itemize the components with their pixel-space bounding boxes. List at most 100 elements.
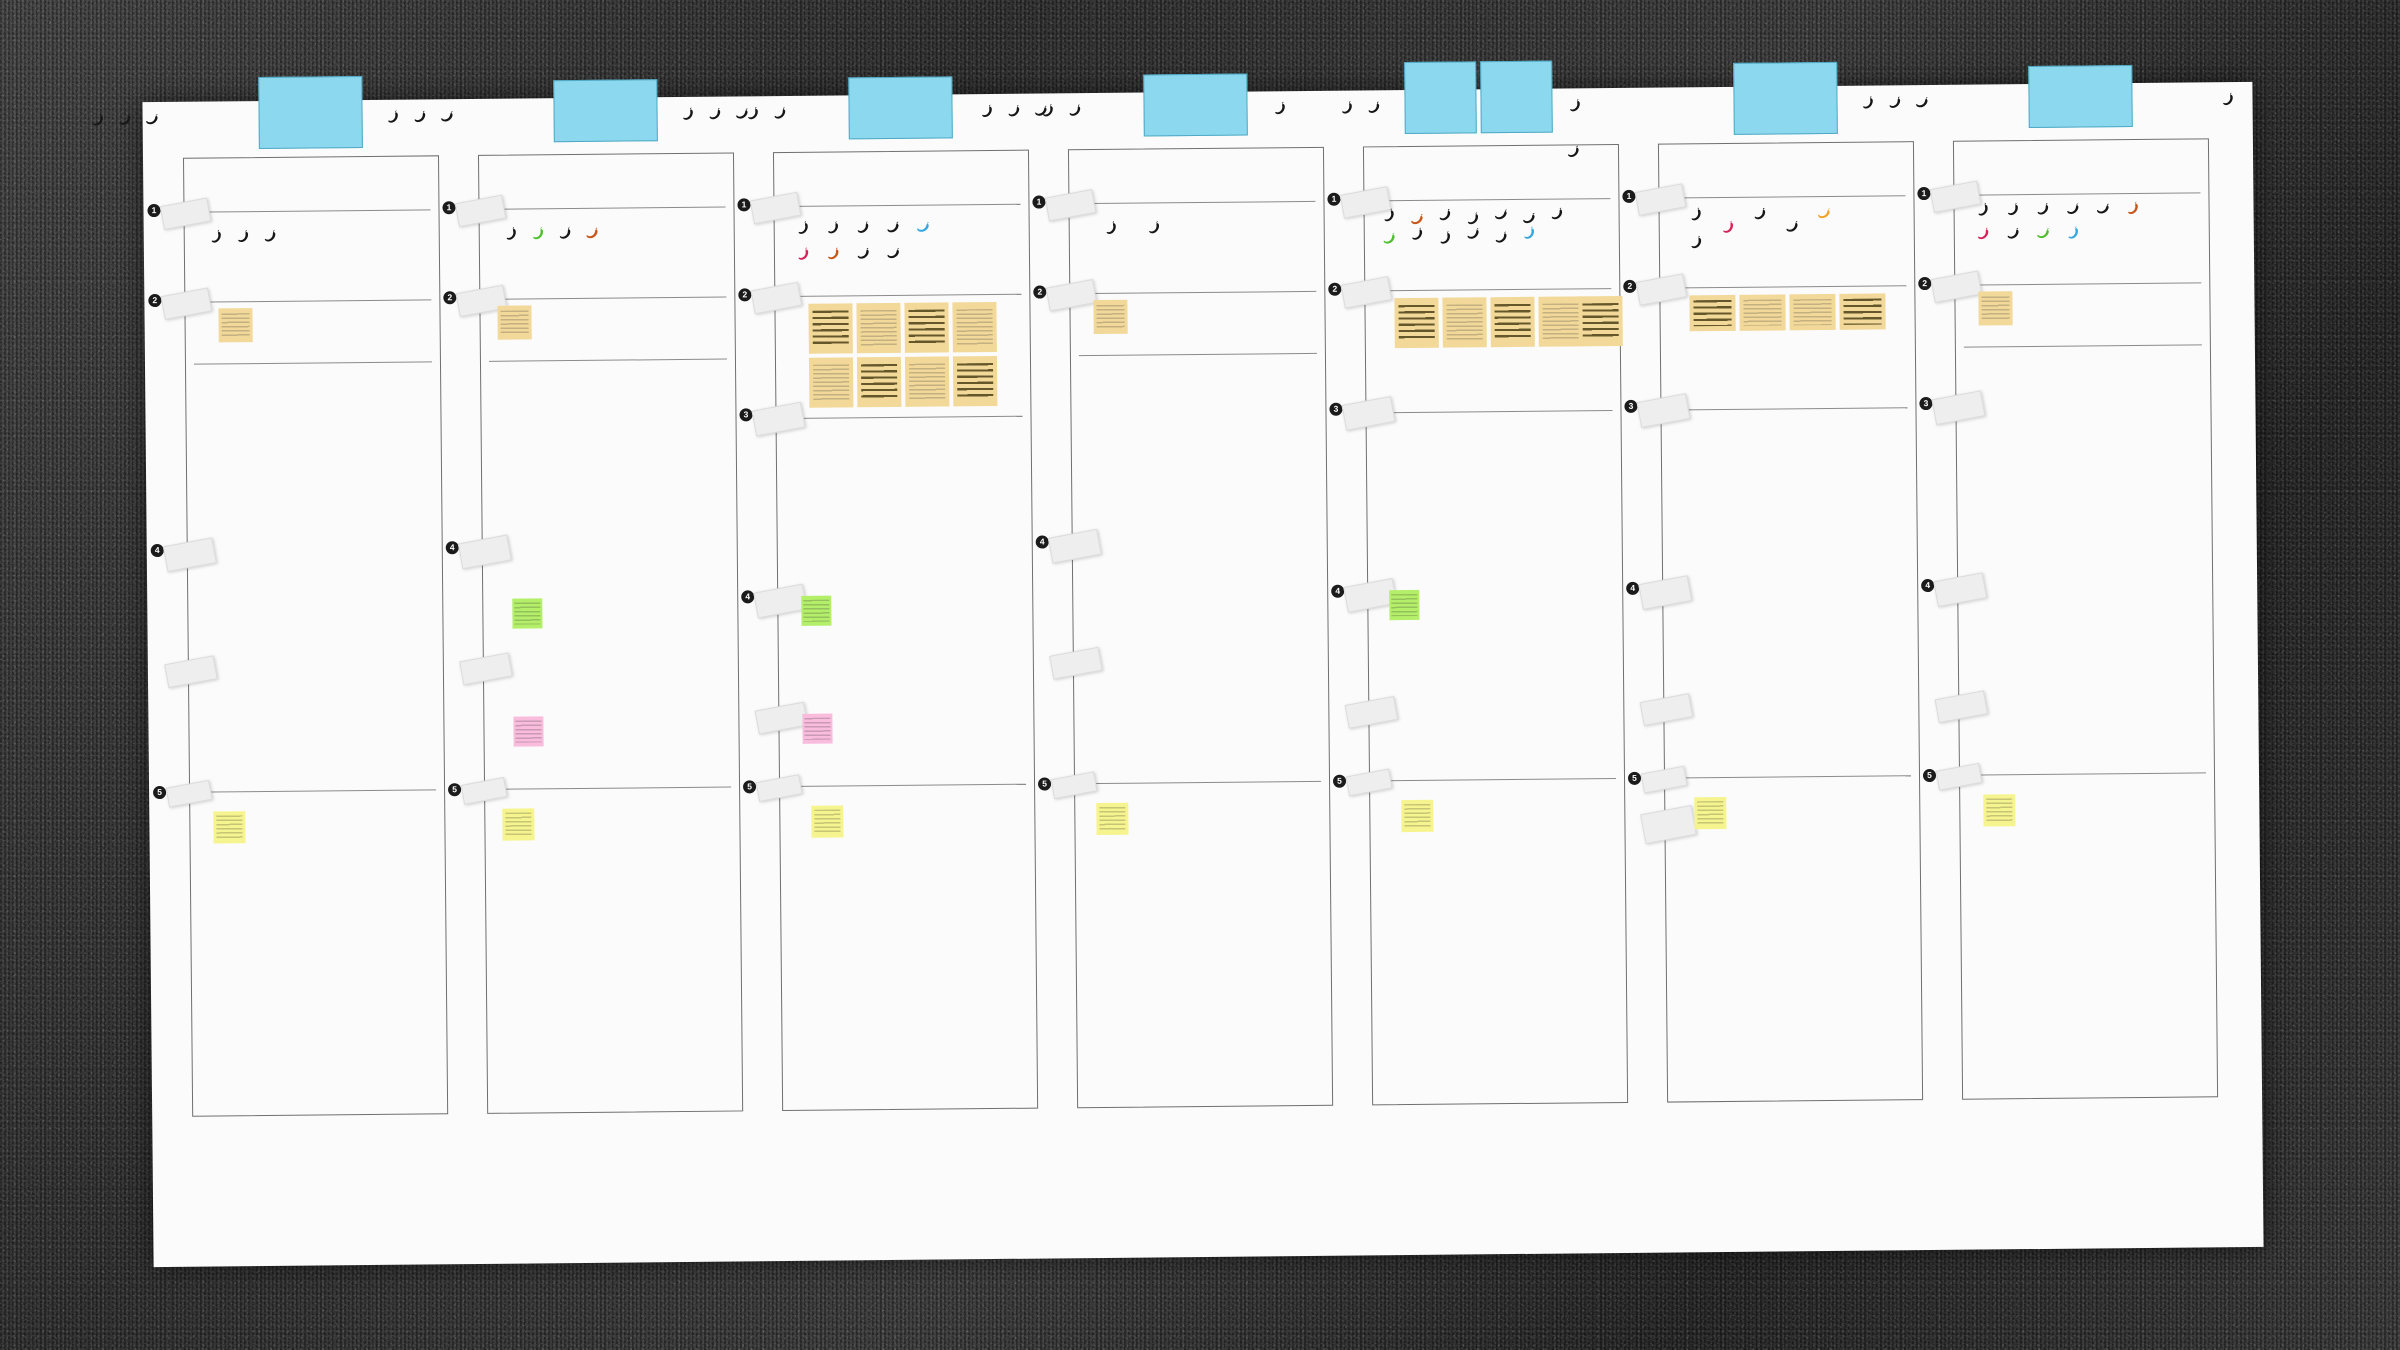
pepper-vote-icon[interactable] bbox=[2094, 200, 2112, 218]
pepper-vote-icon[interactable] bbox=[584, 225, 600, 241]
response-note[interactable] bbox=[808, 303, 853, 354]
pepper-vote-icon[interactable] bbox=[773, 106, 788, 121]
pepper-vote-icon[interactable] bbox=[413, 109, 428, 124]
response-note[interactable] bbox=[1789, 293, 1836, 331]
pepper-vote-icon[interactable] bbox=[744, 105, 761, 122]
whiteboard-canvas[interactable]: 124512451234512451234512340512345 bbox=[93, 60, 2264, 1268]
pepper-vote-icon[interactable] bbox=[2005, 226, 2021, 242]
pepper-vote-icon[interactable] bbox=[978, 103, 995, 120]
pepper-vote-icon[interactable] bbox=[1859, 94, 1876, 111]
response-note[interactable] bbox=[1490, 296, 1535, 348]
pepper-vote-icon[interactable] bbox=[1913, 94, 1930, 111]
pepper-vote-icon[interactable] bbox=[795, 246, 812, 263]
response-note[interactable] bbox=[904, 302, 949, 353]
pepper-vote-icon[interactable] bbox=[1492, 206, 1510, 224]
pepper-vote-icon[interactable] bbox=[1465, 211, 1481, 227]
response-note[interactable] bbox=[1739, 294, 1786, 331]
pepper-vote-icon[interactable] bbox=[1032, 102, 1049, 119]
pepper-vote-icon[interactable] bbox=[384, 109, 401, 126]
pepper-vote-icon[interactable] bbox=[1465, 226, 1481, 242]
discussion-note[interactable] bbox=[1983, 794, 2016, 827]
response-note[interactable] bbox=[218, 308, 253, 343]
pepper-vote-icon[interactable] bbox=[1521, 225, 1538, 242]
pepper-vote-icon[interactable] bbox=[263, 229, 278, 244]
sticky-note[interactable] bbox=[512, 598, 543, 629]
response-note[interactable] bbox=[1839, 293, 1886, 330]
response-note[interactable] bbox=[1093, 299, 1128, 335]
pepper-vote-icon[interactable] bbox=[2035, 202, 2050, 217]
discussion-note[interactable] bbox=[502, 808, 535, 841]
pepper-vote-icon[interactable] bbox=[1146, 219, 1163, 236]
pepper-vote-icon[interactable] bbox=[1521, 210, 1538, 227]
pepper-vote-icon[interactable] bbox=[1338, 99, 1355, 116]
pepper-vote-icon[interactable] bbox=[1688, 234, 1705, 251]
pepper-vote-icon[interactable] bbox=[438, 108, 455, 125]
pepper-vote-icon[interactable] bbox=[1549, 206, 1565, 222]
response-note[interactable] bbox=[952, 355, 998, 407]
pepper-vote-icon[interactable] bbox=[89, 111, 106, 128]
pepper-vote-icon[interactable] bbox=[2065, 201, 2081, 217]
response-note[interactable] bbox=[952, 301, 997, 353]
pepper-vote-icon[interactable] bbox=[914, 218, 932, 236]
pepper-vote-icon[interactable] bbox=[207, 228, 225, 246]
response-note[interactable] bbox=[1578, 295, 1623, 347]
discussion-note[interactable] bbox=[1096, 802, 1129, 836]
response-note[interactable] bbox=[497, 305, 532, 340]
pepper-vote-icon[interactable] bbox=[558, 226, 573, 241]
pepper-vote-icon[interactable] bbox=[1815, 205, 1833, 223]
discussion-note[interactable] bbox=[1401, 799, 1434, 833]
pepper-vote-icon[interactable] bbox=[1566, 97, 1583, 114]
response-note[interactable] bbox=[1538, 296, 1583, 347]
discussion-note[interactable] bbox=[811, 805, 844, 838]
pepper-vote-icon[interactable] bbox=[1752, 206, 1767, 221]
pepper-vote-icon[interactable] bbox=[679, 106, 696, 123]
pepper-vote-icon[interactable] bbox=[118, 112, 133, 127]
pepper-vote-icon[interactable] bbox=[1784, 219, 1800, 235]
pepper-vote-icon[interactable] bbox=[1271, 100, 1288, 117]
statement-header-note[interactable] bbox=[1404, 61, 1477, 135]
sticky-note[interactable] bbox=[801, 595, 832, 626]
response-note[interactable] bbox=[904, 356, 950, 407]
pepper-vote-icon[interactable] bbox=[708, 107, 723, 122]
pepper-vote-icon[interactable] bbox=[235, 228, 252, 245]
pepper-vote-icon[interactable] bbox=[733, 105, 750, 122]
statement-header-note[interactable] bbox=[2028, 65, 2133, 129]
pepper-vote-icon[interactable] bbox=[794, 219, 812, 237]
response-note[interactable] bbox=[808, 357, 854, 408]
discussion-note[interactable] bbox=[213, 811, 246, 844]
sticky-note[interactable] bbox=[802, 713, 833, 744]
pepper-vote-icon[interactable] bbox=[1720, 219, 1737, 236]
pepper-vote-icon[interactable] bbox=[1975, 226, 1991, 242]
pepper-vote-icon[interactable] bbox=[885, 245, 902, 262]
pepper-vote-icon[interactable] bbox=[2219, 91, 2236, 108]
pepper-vote-icon[interactable] bbox=[1102, 219, 1120, 237]
pepper-vote-icon[interactable] bbox=[1974, 201, 1992, 219]
discussion-note[interactable] bbox=[1694, 796, 1727, 830]
sticky-note[interactable] bbox=[513, 716, 544, 747]
pepper-vote-icon[interactable] bbox=[143, 111, 160, 128]
pepper-vote-icon[interactable] bbox=[1437, 207, 1452, 222]
pepper-vote-icon[interactable] bbox=[2124, 200, 2141, 217]
statement-header-note[interactable] bbox=[258, 76, 363, 150]
pepper-vote-icon[interactable] bbox=[1687, 206, 1705, 224]
pepper-vote-icon[interactable] bbox=[2035, 225, 2052, 242]
pepper-vote-icon[interactable] bbox=[855, 220, 870, 235]
pepper-vote-icon[interactable] bbox=[1409, 226, 1426, 243]
pepper-vote-icon[interactable] bbox=[1380, 206, 1398, 224]
pepper-vote-icon[interactable] bbox=[1381, 231, 1397, 247]
pepper-vote-icon[interactable] bbox=[1494, 230, 1509, 245]
response-note[interactable] bbox=[1978, 291, 2013, 326]
pepper-vote-icon[interactable] bbox=[825, 246, 841, 262]
pepper-vote-icon[interactable] bbox=[856, 246, 872, 262]
response-note[interactable] bbox=[856, 302, 901, 354]
pepper-vote-icon[interactable] bbox=[1039, 102, 1056, 119]
pepper-vote-icon[interactable] bbox=[885, 219, 901, 235]
pepper-vote-icon[interactable] bbox=[825, 219, 842, 236]
response-note[interactable] bbox=[1394, 297, 1439, 349]
response-note[interactable] bbox=[856, 356, 902, 408]
pepper-vote-icon[interactable] bbox=[1408, 211, 1425, 228]
pepper-vote-icon[interactable] bbox=[1068, 103, 1083, 118]
sticky-note[interactable] bbox=[1389, 589, 1420, 621]
statement-header-note[interactable] bbox=[1143, 73, 1248, 137]
statement-header-note[interactable] bbox=[1733, 61, 1838, 135]
